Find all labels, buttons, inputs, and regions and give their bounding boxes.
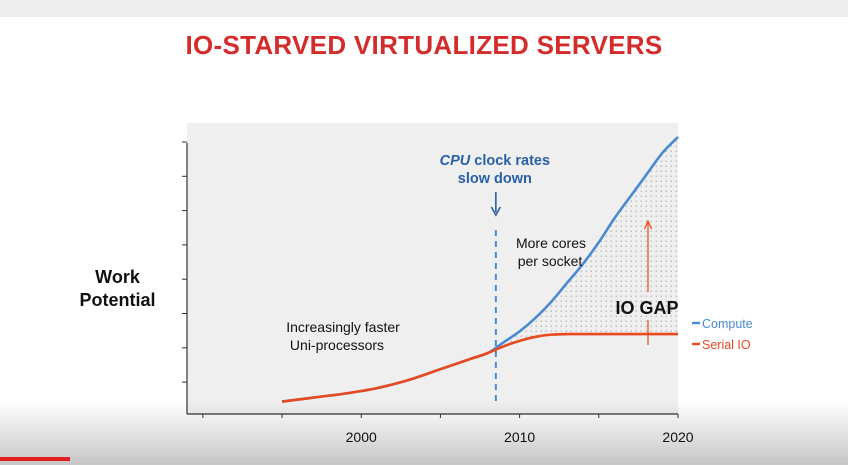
legend-compute-label: Compute: [702, 317, 753, 331]
slide-title: IO-STARVED VIRTUALIZED SERVERS: [185, 30, 663, 60]
x-tick-label: 2020: [662, 429, 693, 445]
more-cores-annotation: More cores: [516, 235, 586, 251]
legend-serial-io: Serial IO: [692, 338, 751, 352]
io-gap-shaded-area: [503, 137, 678, 347]
y-axis-label: Work Potential: [79, 267, 156, 310]
uniprocessor-annotation-line2: Uni-processors: [290, 337, 384, 353]
x-tick-label: 2000: [346, 429, 377, 445]
cpu-clock-annotation-line2: slow down: [458, 171, 532, 187]
legend-compute: Compute: [692, 317, 753, 331]
io-gap-label: IO GAP: [615, 298, 678, 318]
serial-io-series-line: [281, 332, 678, 403]
io-gap-arrow-head: [643, 219, 653, 230]
video-progress-fill[interactable]: [0, 457, 71, 461]
video-progress-track[interactable]: [0, 457, 848, 461]
uniprocessor-annotation: Increasingly faster: [286, 319, 400, 335]
more-cores-annotation-line2: per socket: [518, 253, 583, 269]
x-tick-label: 2010: [504, 429, 535, 445]
cpu-clock-annotation: CPU clock rates: [440, 153, 550, 169]
down-arrow-head: [490, 206, 502, 217]
legend-serial-io-label: Serial IO: [702, 338, 751, 352]
top-bar: [0, 0, 848, 17]
